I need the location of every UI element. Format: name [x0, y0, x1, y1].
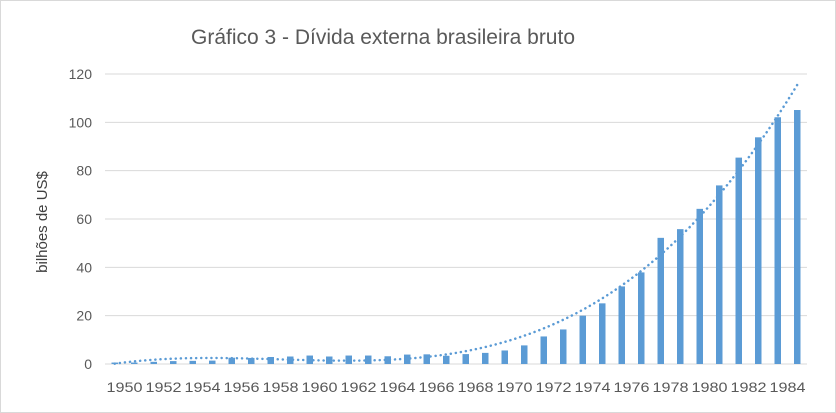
bar-1975	[599, 303, 606, 364]
bar-1954	[189, 360, 196, 364]
bar-1964	[384, 356, 391, 364]
y-tick-label: 80	[76, 163, 92, 179]
bar-1967	[443, 355, 450, 364]
bar-1980	[696, 208, 703, 364]
bar-1965	[404, 354, 411, 364]
bar-1981	[716, 185, 723, 364]
y-tick-label: 20	[76, 308, 92, 324]
bar-1959	[287, 356, 294, 364]
bar-1978	[657, 237, 664, 364]
bar-1957	[248, 357, 255, 364]
x-tick-label: 1960	[302, 379, 338, 395]
x-tick-label: 1964	[380, 379, 416, 395]
y-axis-ticks: 0 20 40 60 80 100 120	[69, 66, 93, 372]
bar-1973	[560, 329, 567, 364]
bar-1958	[267, 356, 274, 364]
bars	[111, 110, 801, 364]
bar-1982	[735, 157, 742, 364]
x-tick-label: 1956	[224, 379, 260, 395]
x-tick-label: 1976	[614, 379, 650, 395]
gridlines	[105, 73, 807, 365]
y-tick-label: 0	[84, 356, 92, 372]
y-tick-label: 100	[69, 114, 93, 130]
bar-1979	[677, 229, 684, 364]
x-tick-label: 1982	[731, 379, 767, 395]
bar-1952	[150, 361, 157, 364]
bar-1983	[755, 137, 762, 364]
x-tick-label: 1972	[536, 379, 572, 395]
x-tick-label: 1966	[419, 379, 455, 395]
bar-1960	[306, 355, 313, 364]
bar-1974	[579, 315, 586, 364]
y-axis-label: bilhões de US$	[34, 170, 51, 272]
y-tick-label: 120	[69, 66, 93, 82]
bar-1955	[209, 360, 216, 364]
x-tick-label: 1968	[458, 379, 494, 395]
trendline	[113, 83, 799, 365]
bar-1956	[228, 357, 235, 364]
bar-1953	[170, 361, 177, 364]
bar-1985	[794, 110, 801, 364]
bar-1968	[462, 354, 469, 364]
bar-1951	[131, 362, 138, 364]
bar-1984	[774, 117, 781, 364]
x-tick-label: 1970	[497, 379, 533, 395]
bar-1970	[501, 350, 508, 364]
x-tick-label: 1974	[575, 379, 611, 395]
chart-title: Gráfico 3 - Dívida externa brasileira br…	[191, 26, 575, 49]
bar-1972	[540, 336, 547, 364]
x-tick-label: 1958	[263, 379, 299, 395]
x-tick-label: 1980	[692, 379, 728, 395]
y-tick-label: 40	[76, 259, 92, 275]
bar-1963	[365, 355, 372, 364]
bar-1966	[423, 354, 430, 364]
bar-1976	[618, 286, 625, 364]
x-tick-label: 1984	[770, 379, 806, 395]
x-tick-label: 1954	[185, 379, 221, 395]
bar-1977	[638, 272, 645, 364]
bar-1971	[521, 345, 528, 364]
x-tick-label: 1962	[341, 379, 377, 395]
y-tick-label: 60	[76, 211, 92, 227]
x-tick-label: 1952	[146, 379, 182, 395]
bar-1969	[482, 352, 489, 364]
x-tick-label: 1978	[653, 379, 689, 395]
x-tick-label: 1950	[107, 379, 143, 395]
x-axis-ticks: 1950 1952 1954 1956 1958 1960 1962 1964 1966 1968…	[107, 379, 806, 395]
